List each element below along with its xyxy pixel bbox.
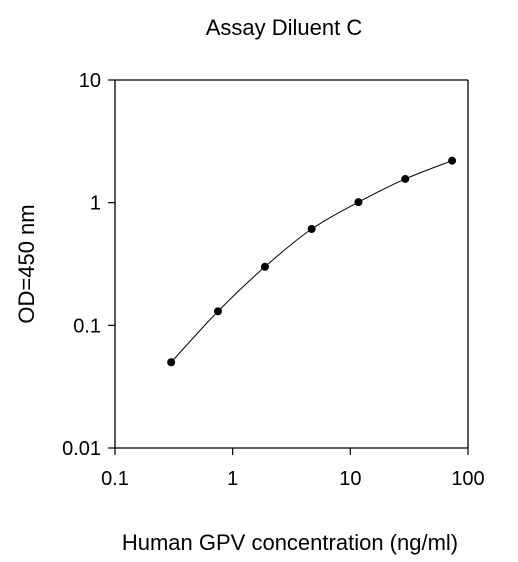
x-tick-label: 1 <box>227 468 238 490</box>
data-point <box>260 262 269 271</box>
data-point <box>307 224 316 233</box>
data-point <box>401 174 410 183</box>
plot-frame <box>114 79 469 449</box>
x-tick-label: 100 <box>451 468 484 490</box>
data-point <box>448 156 457 165</box>
y-axis-label: OD=450 nm <box>14 204 39 323</box>
series-curve <box>170 160 453 363</box>
y-tick-label: 0.01 <box>62 438 101 460</box>
data-point <box>213 307 222 316</box>
y-tick-label: 10 <box>79 70 101 92</box>
x-tick-label: 0.1 <box>101 468 129 490</box>
chart-title: Assay Diluent C <box>206 15 363 40</box>
x-tick-label: 10 <box>339 468 361 490</box>
data-point <box>167 358 176 367</box>
series-markers <box>167 156 457 367</box>
data-point <box>354 198 363 207</box>
y-axis-ticks: 0.01 0.1 1 10 <box>62 70 115 460</box>
x-axis-ticks: 0.1 1 10 100 <box>101 448 485 490</box>
x-axis-label: Human GPV concentration (ng/ml) <box>122 530 458 555</box>
y-tick-label: 0.1 <box>73 315 101 337</box>
y-tick-label: 1 <box>90 193 101 215</box>
